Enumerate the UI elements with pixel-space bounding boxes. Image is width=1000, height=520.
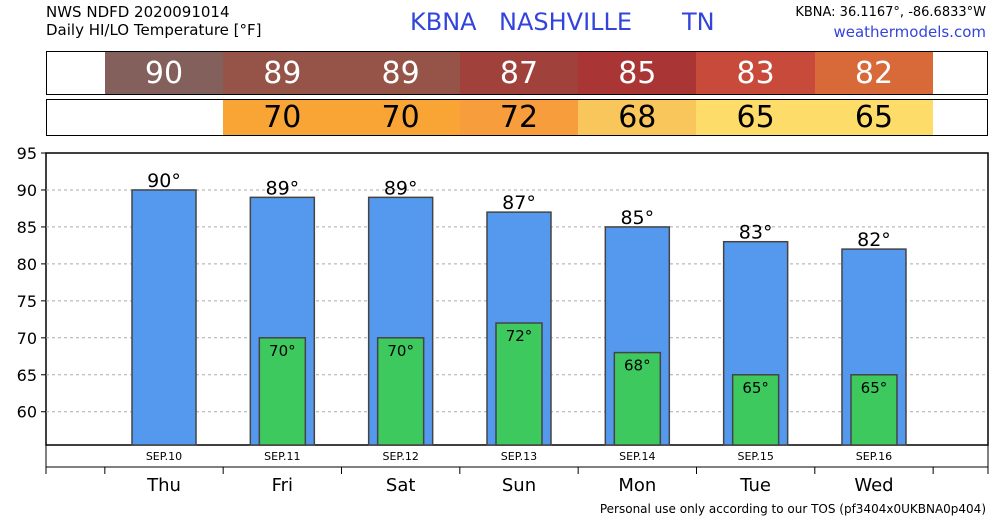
lo-strip-cell-2: 70 [341,100,460,135]
lo-strip-cell-4: 68 [578,100,697,135]
lo-bar-label: 70° [387,342,414,360]
hi-strip-cell-5: 83 [696,52,815,94]
hi-strip-cell-2: 89 [341,52,460,94]
hi-bar [131,189,197,446]
site-link[interactable]: weathermodels.com [833,23,986,41]
date-label: SEP.10 [146,450,182,463]
lo-strip-cell-3: 72 [459,100,579,135]
lo-bar [258,337,307,446]
city-name: NASHVILLE [499,8,633,36]
lo-bar-label: 65° [861,379,888,397]
y-tick-label: 60 [17,403,37,422]
lo-strip-cell-6: 65 [814,100,934,135]
date-label: SEP.13 [501,450,537,463]
lo-bar-label: 72° [506,327,533,345]
lo-bar [731,374,780,446]
hi-strip-cell-3: 87 [459,52,579,94]
hi-bar-label: 82° [857,229,891,251]
lo-bar-label: 68° [624,357,651,375]
hi-bar-label: 87° [502,192,536,214]
day-label: Thu [146,475,181,496]
hi-bar-label: 89° [384,177,418,199]
lo-strip-cell-5: 65 [696,100,815,135]
y-tick-label: 90 [17,181,37,200]
lo-bar-label: 70° [269,342,296,360]
station-coords: KBNA: 36.1167°, -86.6833°W [795,5,986,20]
lo-bar [495,322,543,446]
lo-bar [376,337,425,446]
hi-strip-cell-0: 90 [104,52,224,94]
day-label: Sat [386,475,416,496]
date-label: SEP.12 [382,450,418,463]
product-title: NWS NDFD 2020091014 [46,3,230,21]
hi-strip-cell-4: 85 [578,52,697,94]
date-label: SEP.11 [264,450,300,463]
date-label: SEP.15 [737,450,773,463]
day-label: Fri [272,475,293,496]
state-code: TN [682,8,715,36]
day-label: Sun [502,475,536,496]
lo-bar [850,374,898,446]
hi-bar-label: 83° [739,222,773,244]
day-label: Wed [854,475,893,496]
station-id: KBNA [410,8,477,36]
lo-strip-cell-1: 70 [223,100,342,135]
chart-subtitle: Daily HI/LO Temperature [°F] [46,21,262,39]
day-label: Mon [618,475,656,496]
date-label: SEP.14 [619,450,655,463]
lo-bar [613,351,662,446]
y-tick-label: 65 [17,366,37,385]
hi-strip-cell-6: 82 [814,52,934,94]
y-tick-label: 70 [17,329,37,348]
lo-bar-label: 65° [742,379,769,397]
hi-bar-label: 89° [265,177,299,199]
y-tick-label: 85 [17,218,37,237]
y-tick-label: 95 [17,144,37,163]
hi-temp-strip: 90 89 89 87 85 83 82 [46,51,988,95]
hi-bar-label: 90° [147,170,181,192]
hi-bar-label: 85° [620,207,654,229]
day-label: Tue [739,475,771,496]
y-tick-label: 75 [17,292,37,311]
lo-temp-strip: 70 70 72 68 65 65 [46,99,988,136]
date-label: SEP.16 [856,450,892,463]
y-tick-label: 80 [17,255,37,274]
footer-tos: Personal use only according to our TOS (… [599,502,986,516]
hi-strip-cell-1: 89 [223,52,342,94]
